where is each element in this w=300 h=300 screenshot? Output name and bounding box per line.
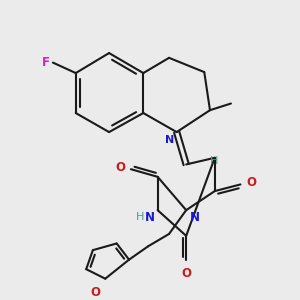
Text: F: F (42, 56, 50, 69)
Text: O: O (246, 176, 256, 189)
Text: N: N (145, 211, 155, 224)
Text: O: O (91, 286, 101, 299)
Text: N: N (190, 211, 200, 224)
Text: O: O (115, 161, 125, 174)
Text: N: N (165, 135, 174, 145)
Text: O: O (181, 267, 191, 280)
Text: H: H (210, 156, 218, 166)
Text: H: H (136, 212, 145, 222)
